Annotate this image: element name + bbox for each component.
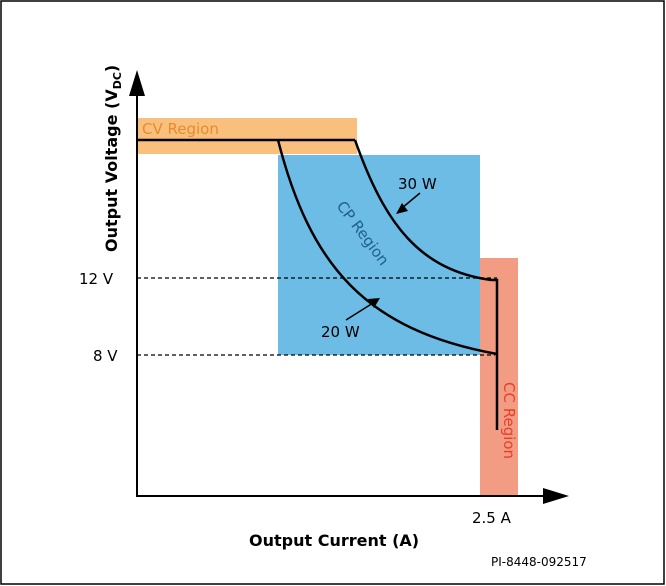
power-label-30w: 30 W (398, 175, 437, 193)
arrow-20w-shaft (345, 302, 374, 321)
power-curve-30w (353, 139, 492, 282)
arrow-20w-head (368, 298, 380, 308)
cv-region-band (137, 118, 357, 154)
y-axis-title-main: Output Voltage (V (102, 89, 121, 252)
document-id: PI-8448-092517 (491, 555, 587, 569)
cc-region-band (480, 258, 518, 496)
power-curve-20w (276, 139, 498, 356)
cv-region-label: CV Region (142, 120, 219, 138)
y-axis-arrowhead (129, 70, 145, 96)
cc-region-label: CC Region (500, 382, 518, 459)
y-axis-title-close: ) (102, 65, 121, 72)
x-axis-title: Output Current (A) (249, 531, 419, 550)
cc-line (491, 278, 499, 430)
power-label-20w: 20 W (321, 323, 360, 341)
y-tick-8v: 8 V (93, 347, 118, 365)
x-axis-arrowhead (543, 488, 569, 504)
arrow-30w-head (396, 203, 408, 214)
cp-region-band (278, 155, 480, 355)
y-axis-title: Output Voltage (VDC) (102, 65, 124, 252)
y-tick-12v: 12 V (79, 270, 114, 288)
arrow-30w-shaft (401, 192, 421, 209)
y-axis-title-subscript: DC (111, 72, 124, 89)
x-tick-2-5a: 2.5 A (472, 509, 512, 527)
